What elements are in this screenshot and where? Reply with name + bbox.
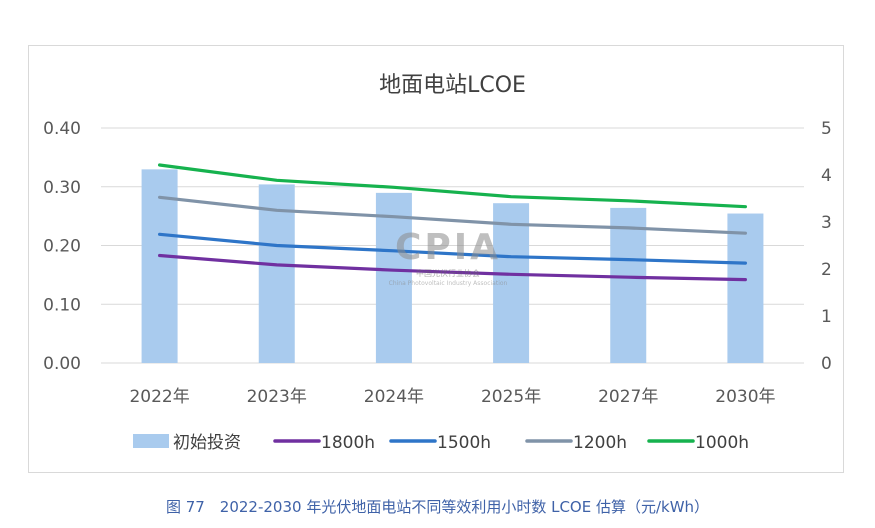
watermark-org-en: China Photovoltaic Industry Association (388, 280, 508, 287)
legend-swatch-bar (133, 434, 169, 448)
series-line-1500h (158, 232, 748, 265)
y-right-tick-label: 4 (821, 166, 832, 186)
bar (610, 207, 647, 363)
bar (258, 184, 295, 363)
series-line-1000h (158, 163, 748, 209)
y-left-tick-label: 0.40 (43, 119, 81, 139)
y-right-tick-label: 0 (821, 354, 832, 374)
bar (375, 192, 412, 363)
x-tick-label: 2024年 (364, 387, 424, 407)
y-right-tick-label: 3 (821, 213, 832, 233)
x-tick-label: 2027年 (598, 387, 658, 407)
bar (141, 169, 178, 363)
x-tick-label: 2025年 (481, 387, 541, 407)
series-line-1200h (158, 195, 748, 235)
watermark-logo: CPIA (394, 227, 502, 268)
x-tick-label: 2023年 (247, 387, 307, 407)
y-right-tick-label: 1 (821, 307, 832, 327)
legend-label: 初始投资 (173, 433, 241, 453)
x-tick-label: 2030年 (715, 387, 775, 407)
legend-label: 1500h (437, 433, 491, 453)
bar (493, 203, 530, 363)
chart-title: 地面电站LCOE (379, 73, 526, 98)
watermark-org-cn: 中国光伏行业协会 (416, 269, 480, 278)
legend-label: 1000h (695, 433, 749, 453)
chart-frame: 地面电站LCOE 0.00 0.10 0.20 0.30 0.40 0 1 2 3 4 5 2022年 2… (28, 45, 844, 473)
bar (727, 213, 764, 363)
x-tick-label: 2022年 (129, 387, 189, 407)
y-left-tick-label: 0.30 (43, 178, 81, 198)
y-left-tick-label: 0.20 (43, 237, 81, 257)
series-line-1800h (158, 253, 748, 282)
y-left-tick-label: 0.00 (43, 354, 81, 374)
legend-label: 1200h (573, 433, 627, 453)
y-right-tick-label: 2 (821, 260, 832, 280)
figure-caption: 图 77 2022-2030 年光伏地面电站不同等效利用小时数 LCOE 估算（… (165, 498, 710, 516)
y-right-tick-label: 5 (821, 119, 832, 139)
cpia-watermark: CPIA 中国光伏行业协会 China Photovoltaic Industr… (368, 228, 528, 308)
legend-label: 1800h (321, 433, 375, 453)
y-left-tick-label: 0.10 (43, 295, 81, 315)
chart-svg: 地面电站LCOE 0.00 0.10 0.20 0.30 0.40 0 1 2 3 4 5 2022年 2… (43, 73, 832, 453)
